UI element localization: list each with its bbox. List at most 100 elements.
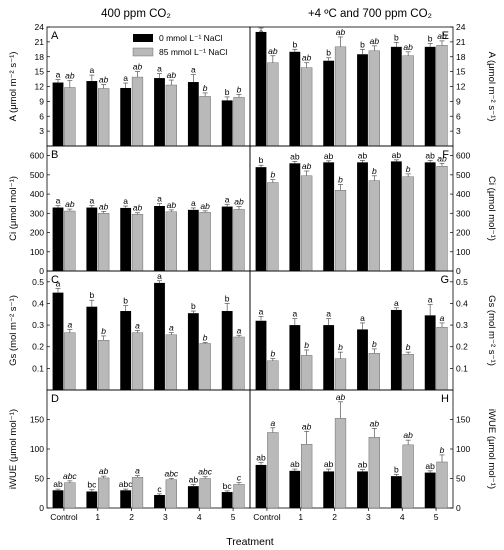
bar-D-s0-3 — [154, 495, 165, 508]
bar-G-s1-4 — [402, 354, 414, 391]
sig-label-H-s0-1: ab — [290, 459, 300, 469]
bar-D-s0-4 — [187, 486, 199, 508]
bar-A-s0-3 — [154, 78, 165, 146]
panel-letter-E: E — [442, 30, 449, 42]
y-axis-label-C: Gs (mol m⁻² s⁻¹) — [8, 295, 19, 366]
sig-label-H-s0-0: ab — [256, 453, 266, 463]
bar-F-s0-5 — [424, 162, 436, 271]
bar-F-s0-4 — [390, 161, 402, 271]
bar-B-s0-1 — [86, 207, 98, 271]
y-tick-label-E-2: 9 — [456, 96, 461, 106]
bar-H-s1-1 — [301, 444, 313, 509]
x-tick-label-H-4: 4 — [400, 512, 405, 522]
bar-B-s0-5 — [221, 206, 233, 271]
bar-E-s0-5 — [424, 46, 436, 147]
bar-H-s1-2 — [334, 418, 347, 509]
bar-E-s0-3 — [357, 54, 368, 147]
bar-H-s0-5 — [424, 472, 436, 508]
y-tick-label-C-1: 0.2 — [32, 342, 44, 352]
sig-label-F-s1-0: b — [270, 170, 275, 180]
bar-C-s1-1 — [98, 340, 110, 391]
y-tick-label-D-3: 150 — [30, 415, 44, 425]
bar-G-s0-2 — [323, 325, 335, 390]
panel-frame-H — [249, 389, 454, 509]
sig-label-E-s0-0: a — [259, 27, 264, 37]
sig-label-A-s0-2: a — [123, 73, 128, 83]
sig-label-C-s0-3: a — [157, 271, 162, 281]
y-tick-label-H-0: 0 — [456, 503, 461, 513]
sig-label-G-s0-1: a — [292, 309, 297, 319]
y-tick-label-A-5: 18 — [35, 52, 45, 62]
bar-H-s1-4 — [402, 444, 414, 509]
y-tick-label-B-4: 400 — [30, 189, 44, 199]
sig-label-D-s1-5: c — [237, 473, 242, 483]
x-tick-label-D-1: 1 — [95, 512, 100, 522]
y-tick-label-G-0: 0.1 — [456, 363, 468, 373]
bar-D-s1-3 — [165, 479, 177, 509]
y-tick-label-C-3: 0.4 — [32, 298, 44, 308]
y-tick-label-E-5: 18 — [456, 52, 466, 62]
y-tick-label-G-3: 0.4 — [456, 298, 468, 308]
y-tick-label-F-0: 0 — [456, 266, 461, 276]
y-tick-label-E-0: 3 — [456, 126, 461, 136]
sig-label-F-s0-5: ab — [425, 150, 435, 160]
y-tick-label-F-2: 200 — [456, 228, 470, 238]
sig-label-A-s1-4: b — [203, 83, 208, 93]
legend-label-1: 85 mmol L⁻¹ NaCl — [159, 47, 227, 57]
sig-label-G-s0-5: a — [428, 295, 433, 305]
bar-A-s0-5 — [221, 100, 233, 146]
bar-B-s1-5 — [233, 209, 245, 272]
sig-label-C-s0-0: a — [56, 278, 61, 288]
bar-A-s0-0 — [52, 82, 64, 146]
sig-label-D-s1-2: a — [135, 466, 140, 476]
bar-A-s0-4 — [187, 82, 199, 146]
sig-label-D-s1-4: abc — [198, 467, 212, 477]
y-tick-label-C-2: 0.3 — [32, 320, 44, 330]
y-tick-label-A-4: 15 — [35, 67, 45, 77]
y-tick-label-E-1: 6 — [456, 111, 461, 121]
x-tick-label-D-0: Control — [50, 512, 78, 522]
legend: 0 mmol L⁻¹ NaCl 85 mmol L⁻¹ NaCl — [132, 33, 227, 57]
y-tick-label-B-6: 600 — [30, 151, 44, 161]
y-tick-label-E-3: 12 — [456, 82, 466, 92]
bar-H-s0-2 — [323, 471, 335, 508]
sig-label-A-s0-1: a — [89, 65, 94, 75]
bar-G-s1-5 — [436, 327, 448, 391]
bar-F-s1-2 — [334, 190, 347, 272]
bar-D-s0-1 — [86, 491, 98, 508]
sig-label-F-s0-2: ab — [324, 151, 334, 161]
sig-label-B-s1-2: ab — [133, 203, 143, 213]
sig-label-F-s1-1: ab — [302, 161, 312, 171]
sig-label-B-s1-1: ab — [99, 201, 109, 211]
sig-label-H-s0-5: ab — [425, 461, 435, 471]
y-tick-label-E-6: 21 — [456, 37, 466, 47]
panel-frame-D — [46, 389, 251, 509]
bar-F-s1-3 — [368, 180, 380, 272]
sig-label-C-s1-1: b — [101, 326, 106, 336]
sig-label-H-s0-4: b — [394, 464, 399, 474]
x-tick-label-D-5: 5 — [231, 512, 236, 522]
sig-label-H-s1-5: b — [440, 445, 445, 455]
sig-label-E-s0-5: b — [428, 33, 433, 43]
y-axis-label-F: Ci (μmol mol⁻¹) — [486, 176, 497, 241]
sig-label-A-s1-3: ab — [167, 70, 177, 80]
y-tick-label-H-1: 50 — [456, 474, 466, 484]
header-left: 400 ppm CO₂ — [101, 8, 171, 20]
bar-E-s1-0 — [267, 62, 279, 147]
sig-label-C-s0-2: b — [123, 296, 128, 306]
bar-A-s0-1 — [86, 81, 98, 146]
sig-label-H-s1-2: ab — [336, 392, 346, 402]
sig-label-D-s0-0: ab — [53, 479, 63, 489]
bar-G-s0-0 — [255, 320, 267, 390]
bar-G-s0-1 — [289, 325, 301, 390]
bar-C-s1-0 — [64, 332, 76, 391]
sig-label-A-s1-0: ab — [65, 71, 75, 81]
bar-H-s0-4 — [390, 476, 402, 508]
x-tick-label-D-2: 2 — [129, 512, 134, 522]
x-tick-label-D-3: 3 — [163, 512, 168, 522]
panel-letter-A: A — [51, 30, 59, 42]
bar-C-s0-3 — [154, 282, 165, 390]
sig-label-B-s1-5: ab — [234, 197, 244, 207]
